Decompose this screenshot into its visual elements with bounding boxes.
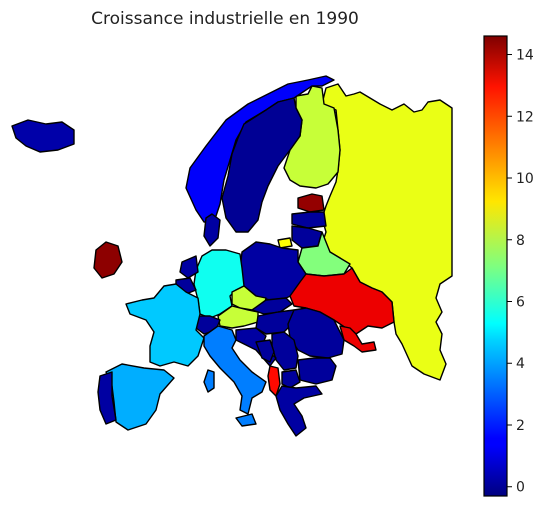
region-moldova[interactable] — [339, 325, 377, 353]
colorbar-tick-label: 2 — [516, 418, 525, 434]
region-kaliningrad[interactable] — [277, 237, 293, 249]
region-lithuania[interactable] — [291, 225, 323, 249]
region-denmark[interactable] — [203, 213, 221, 247]
colorbar-tick-label: 4 — [516, 356, 525, 372]
region-north-macedonia[interactable] — [281, 369, 301, 389]
map-title: Croissance industrielle en 1990 — [91, 9, 359, 29]
colorbar — [483, 35, 508, 497]
colorbar-ticks: 0 2 4 6 8 10 12 14 — [507, 48, 534, 496]
region-netherlands[interactable] — [179, 255, 199, 279]
colorbar-tick-label: 10 — [516, 171, 534, 187]
region-estonia[interactable] — [297, 193, 325, 213]
region-latvia[interactable] — [291, 211, 327, 229]
region-slovakia[interactable] — [251, 297, 293, 315]
colorbar-tick-label: 14 — [516, 48, 534, 64]
region-portugal[interactable] — [97, 371, 117, 425]
colorbar-tick-label: 0 — [516, 480, 525, 496]
region-italy[interactable] — [203, 325, 267, 427]
region-sweden[interactable] — [221, 97, 303, 233]
country-layer — [11, 75, 453, 437]
region-spain[interactable] — [105, 363, 175, 431]
region-germany[interactable] — [193, 249, 245, 319]
region-ireland[interactable] — [93, 241, 123, 279]
region-bulgaria[interactable] — [297, 357, 337, 385]
colorbar-tick-label: 8 — [516, 233, 525, 249]
region-norway[interactable] — [185, 75, 335, 223]
region-greece[interactable] — [275, 385, 323, 437]
region-france[interactable] — [125, 283, 205, 367]
colorbar-tick-label: 12 — [516, 109, 534, 125]
colorbar-tick-label: 6 — [516, 295, 525, 311]
region-iceland[interactable] — [11, 119, 75, 153]
region-bosnia[interactable] — [255, 339, 275, 363]
